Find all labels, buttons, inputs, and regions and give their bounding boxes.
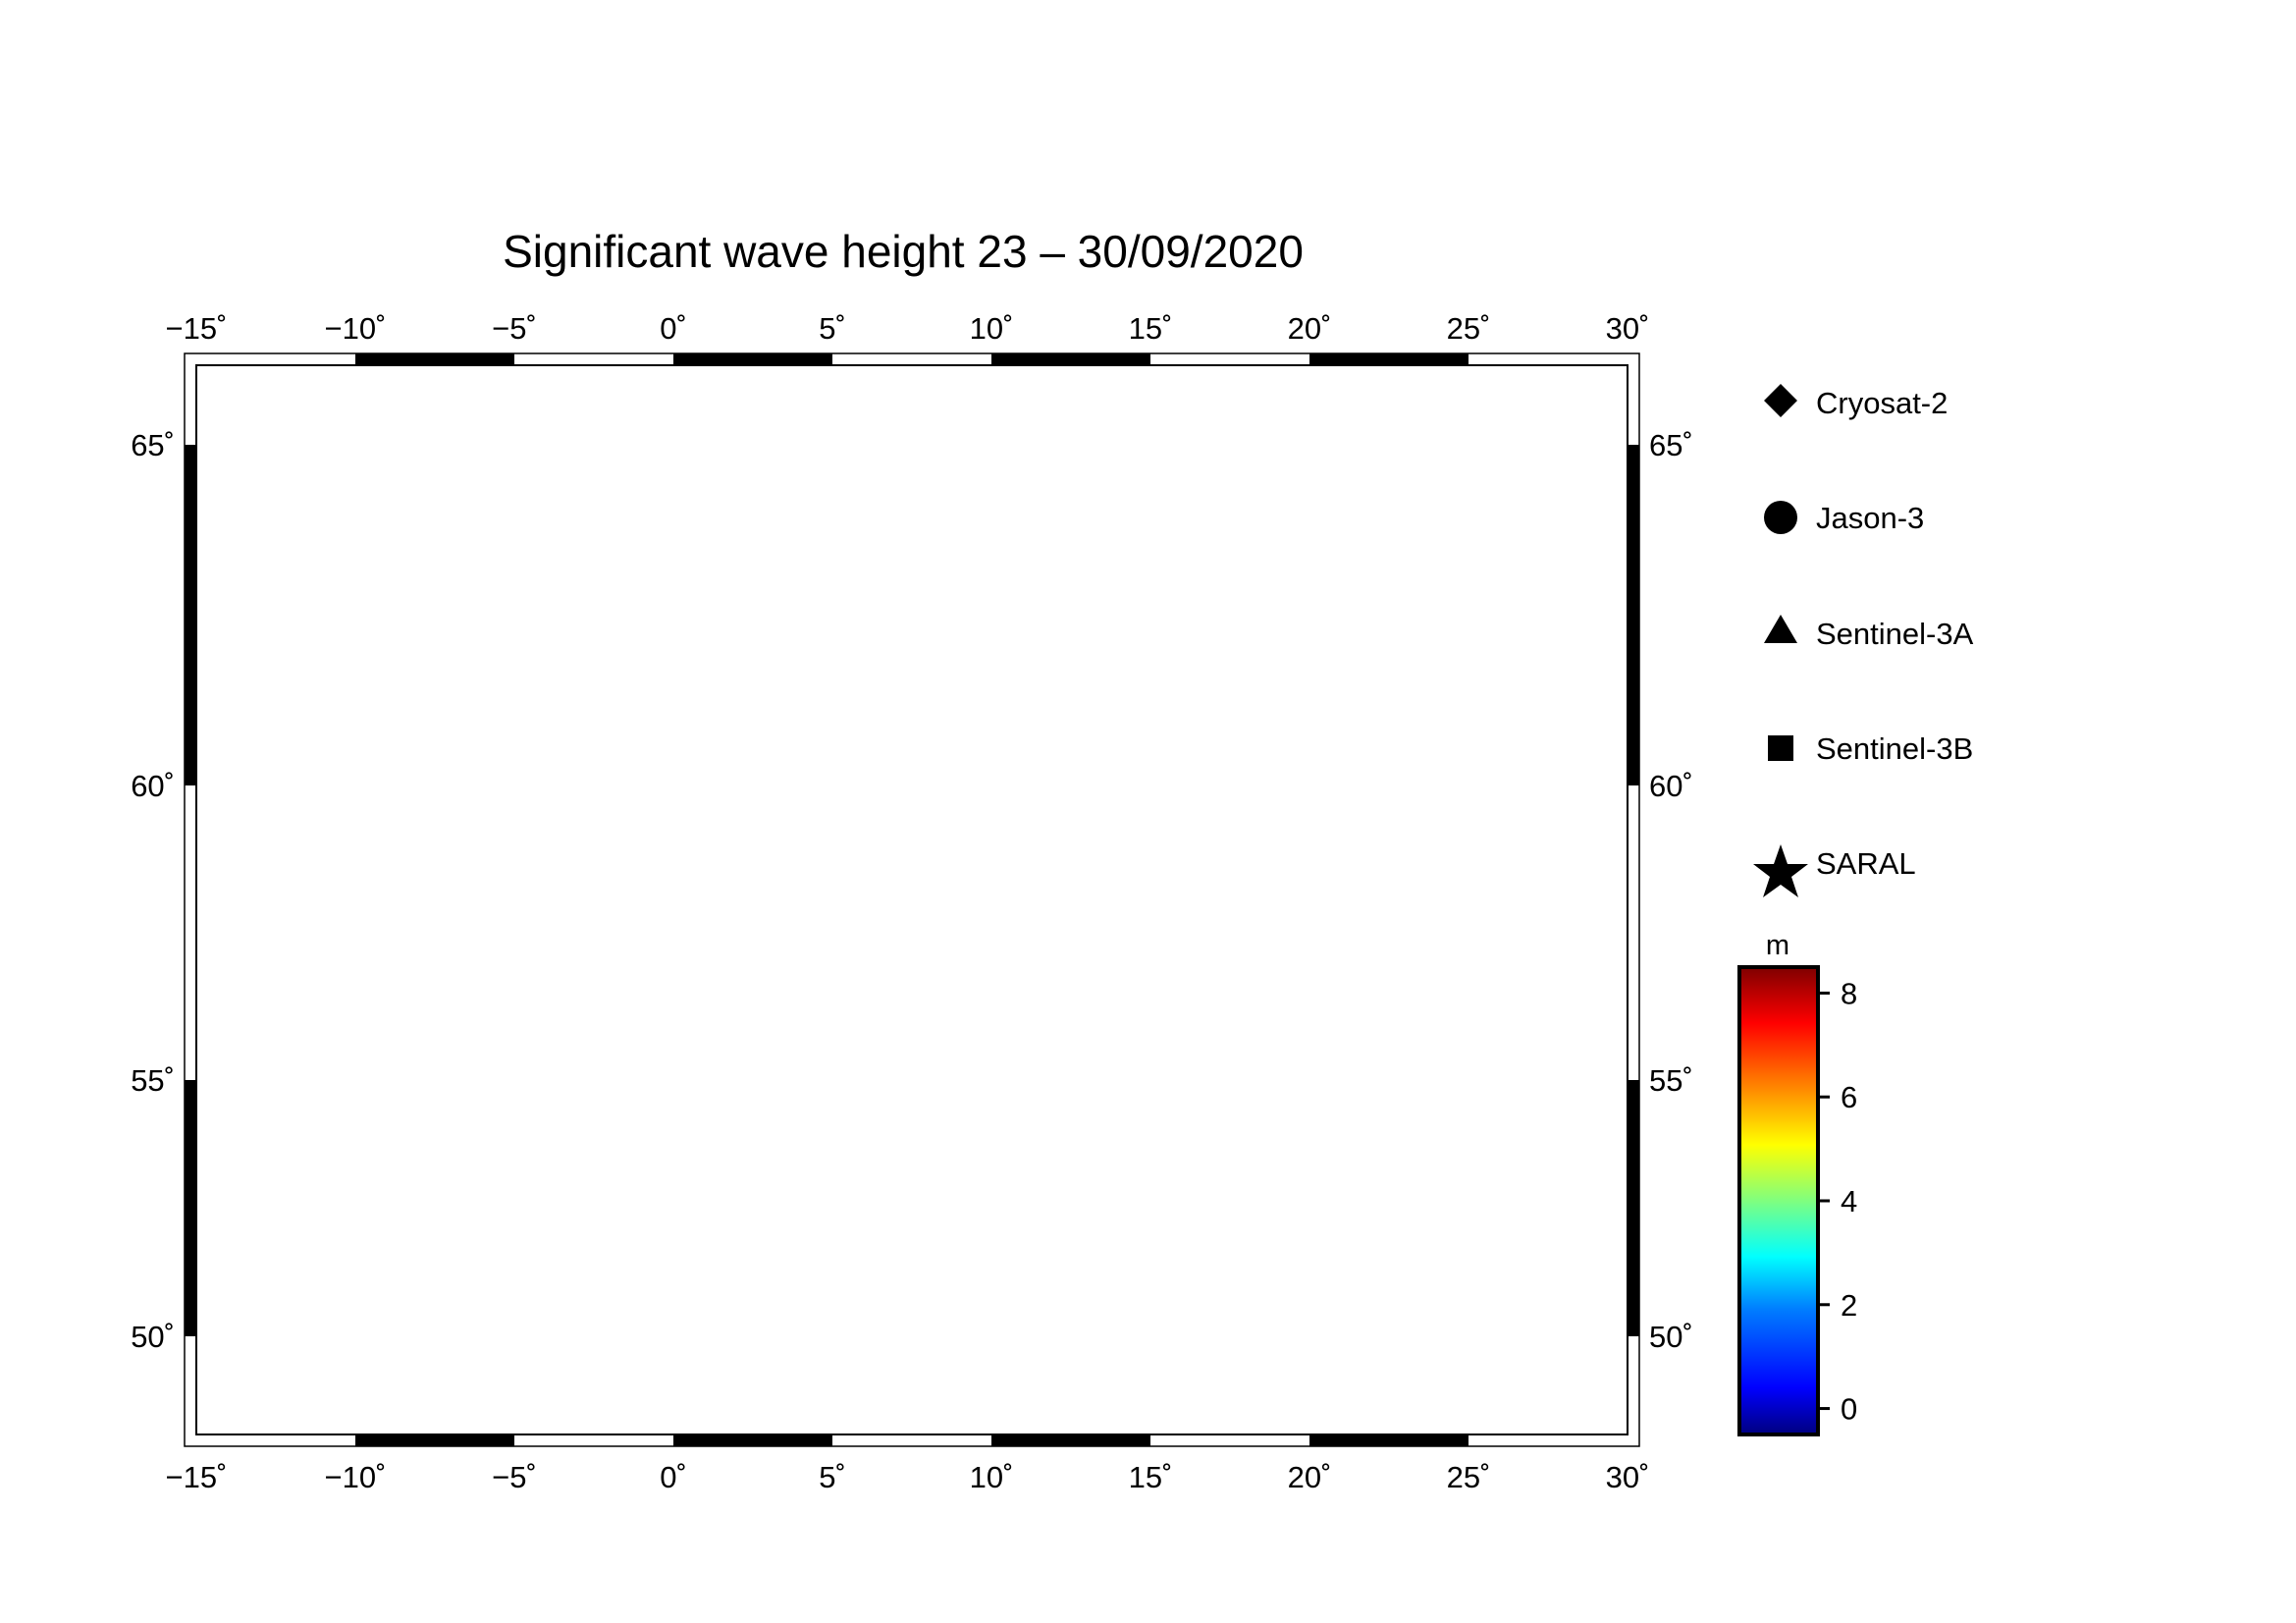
frame-segment	[1309, 353, 1468, 365]
latitude-tick-label: 50˚	[131, 1320, 175, 1354]
legend-label: Sentinel-3A	[1816, 617, 1974, 651]
frame-segment	[355, 1434, 514, 1446]
latitude-labels: 50˚ 50˚ 55˚ 55˚ 60˚ 60˚ 65˚ 65˚	[131, 428, 1693, 1354]
longitude-tick-label: −10˚	[325, 311, 387, 346]
frame-segment	[1309, 1434, 1468, 1446]
colorbar-gradient	[1737, 965, 1820, 1436]
frame-segment	[673, 353, 832, 365]
frame-segment	[185, 1080, 196, 1336]
latitude-tick-label: 60˚	[131, 769, 175, 803]
longitude-tick-label: 5˚	[819, 311, 846, 346]
frame-segment	[991, 353, 1150, 365]
latitude-tick-label: 65˚	[1649, 428, 1693, 462]
longitude-tick-label: −10˚	[325, 1460, 387, 1494]
longitude-tick-label: 0˚	[660, 1460, 687, 1494]
circle-icon	[1764, 501, 1797, 534]
longitude-tick-label: 30˚	[1606, 311, 1650, 346]
legend-label: SARAL	[1816, 846, 1916, 881]
diamond-icon	[1764, 384, 1797, 417]
longitude-tick-label: −15˚	[166, 311, 228, 346]
longitude-tick-label: 15˚	[1129, 311, 1173, 346]
frame-segment	[185, 445, 196, 785]
latitude-tick-label: 50˚	[1649, 1320, 1693, 1354]
longitude-tick-label: 0˚	[660, 311, 687, 346]
triangle-icon	[1764, 615, 1797, 643]
longitude-tick-label: 5˚	[819, 1460, 846, 1494]
colorbar-tick-label: 2	[1841, 1288, 1857, 1323]
frame-segment	[673, 1434, 832, 1446]
frame-border	[184, 352, 1640, 1447]
longitude-tick-label: 20˚	[1288, 311, 1332, 346]
colorbar-unit: m	[1766, 930, 1789, 961]
longitude-tick-label: −5˚	[492, 311, 537, 346]
square-icon	[1768, 735, 1793, 761]
map-title: Significant wave height 23 – 30/09/2020	[503, 226, 1304, 277]
longitude-tick-label: −15˚	[166, 1460, 228, 1494]
map-frame	[184, 352, 1640, 1447]
longitude-tick-label: 25˚	[1447, 1460, 1491, 1494]
star-icon	[1753, 844, 1808, 897]
colorbar-tick-label: 6	[1841, 1080, 1857, 1114]
latitude-tick-label: 65˚	[131, 428, 175, 462]
colorbar-tick-label: 4	[1841, 1184, 1857, 1218]
latitude-tick-label: 55˚	[1649, 1063, 1693, 1098]
longitude-tick-label: −5˚	[492, 1460, 537, 1494]
latitude-tick-label: 55˚	[131, 1063, 175, 1098]
legend-item-cryosat-2: Cryosat-2	[1764, 384, 1948, 420]
legend-item-sentinel-3a: Sentinel-3A	[1764, 615, 1974, 651]
longitude-tick-label: 30˚	[1606, 1460, 1650, 1494]
colorbar-tick-label: 0	[1841, 1392, 1857, 1427]
longitude-labels: −15˚ −15˚ −10˚ −10˚ −5˚ −5˚ 0˚ 0˚ 5˚ 5˚ 10˚ 10˚ 15˚ 1…	[166, 311, 1650, 1494]
legend-item-jason-3: Jason-3	[1764, 501, 1924, 535]
longitude-tick-label: 25˚	[1447, 311, 1491, 346]
longitude-tick-label: 10˚	[970, 1460, 1014, 1494]
latitude-tick-label: 60˚	[1649, 769, 1693, 803]
frame-segment	[1628, 1080, 1639, 1336]
frame-segment	[355, 353, 514, 365]
colorbar: m 0 2 4 6 8	[1737, 930, 1857, 1436]
frame-segment	[991, 1434, 1150, 1446]
longitude-tick-label: 20˚	[1288, 1460, 1332, 1494]
satellite-legend: Cryosat-2 Jason-3 Sentinel-3A Sentinel-3…	[1753, 384, 1974, 897]
legend-label: Cryosat-2	[1816, 386, 1948, 420]
legend-label: Sentinel-3B	[1816, 731, 1973, 766]
frame-inner-border	[195, 364, 1629, 1435]
legend-item-sentinel-3b: Sentinel-3B	[1768, 731, 1973, 766]
legend-label: Jason-3	[1816, 501, 1924, 535]
longitude-tick-label: 15˚	[1129, 1460, 1173, 1494]
frame-segment	[1628, 445, 1639, 785]
colorbar-tick-label: 8	[1841, 976, 1857, 1010]
legend-item-saral: SARAL	[1753, 844, 1916, 897]
longitude-tick-label: 10˚	[970, 311, 1014, 346]
